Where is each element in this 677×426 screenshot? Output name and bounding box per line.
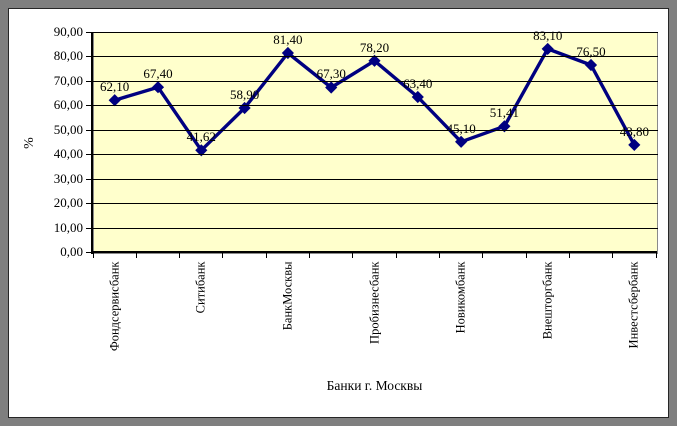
x-category-label: Фондсервисбанк xyxy=(107,261,122,351)
data-point-marker xyxy=(238,101,251,115)
x-axis-tick xyxy=(222,253,224,258)
y-axis-tick xyxy=(86,203,93,205)
y-tick-label: 80,00 xyxy=(53,48,83,64)
gridline xyxy=(93,178,658,180)
data-point-marker xyxy=(411,90,424,104)
gridline xyxy=(93,80,658,82)
x-axis-line xyxy=(91,251,657,253)
data-point-label: 58,90 xyxy=(229,87,260,103)
y-axis-tick xyxy=(86,80,93,82)
x-axis-title: Банки г. Москвы xyxy=(326,378,423,393)
x-category-label: Новикомбанк xyxy=(453,261,468,333)
y-axis-tick xyxy=(86,154,93,156)
gridline xyxy=(93,56,658,58)
y-tick-label: 30,00 xyxy=(53,170,83,186)
y-axis-tick xyxy=(86,105,93,107)
y-axis-tick xyxy=(86,56,93,58)
plot-area xyxy=(93,32,658,254)
y-tick-label: 10,00 xyxy=(53,219,83,235)
data-point-label: 83,10 xyxy=(533,27,563,43)
y-axis-tick xyxy=(86,252,93,253)
data-point-marker xyxy=(584,58,598,72)
x-axis-tick xyxy=(265,253,267,258)
x-category-label: Пробизнесбанк xyxy=(367,261,381,344)
y-tick-label: 90,00 xyxy=(53,24,83,39)
gridline xyxy=(93,105,658,107)
x-axis-tick xyxy=(525,253,527,258)
y-axis-tick xyxy=(86,32,93,33)
line-series-canvas xyxy=(108,42,641,157)
x-axis-tick xyxy=(568,253,570,258)
x-axis-tick xyxy=(92,253,94,258)
data-point-label: 81,40 xyxy=(273,32,303,48)
data-point-label: 62,10 xyxy=(100,79,130,95)
data-point-label: 51,41 xyxy=(489,105,520,121)
x-axis-tick xyxy=(135,253,137,258)
y-axis-tick xyxy=(86,178,93,180)
data-point-label: 76,50 xyxy=(576,44,606,59)
y-tick-label: 60,00 xyxy=(53,97,83,113)
y-axis-tick xyxy=(86,129,93,131)
x-category-label: Ситибанк xyxy=(193,261,208,313)
data-point-marker xyxy=(628,138,641,151)
x-category-label: БанкМосквы xyxy=(280,261,295,330)
y-tick-label: 20,00 xyxy=(53,195,83,211)
y-tick-label: 50,00 xyxy=(53,121,83,137)
y-tick-label: 40,00 xyxy=(53,146,83,162)
x-axis-tick xyxy=(655,253,657,258)
x-category-label: Внешторгбанк xyxy=(540,261,555,339)
x-axis-tick xyxy=(179,253,181,258)
y-tick-label: 70,00 xyxy=(53,72,83,88)
x-axis-tick xyxy=(395,253,397,258)
data-point-marker xyxy=(151,81,165,94)
x-axis-tick xyxy=(438,253,440,258)
data-point-label: 67,30 xyxy=(316,66,346,82)
chart-panel: % Банки г. Москвы 90,00 80,00 70,00 60,00 50… xyxy=(8,8,669,418)
data-point-label: 67,40 xyxy=(143,66,173,82)
x-axis-tick xyxy=(309,253,311,258)
gridline xyxy=(93,154,658,156)
data-point-marker xyxy=(195,144,208,157)
gridline xyxy=(93,32,658,33)
data-point-label: 78,20 xyxy=(359,39,390,55)
y-axis-tick xyxy=(86,227,93,229)
gridline xyxy=(93,129,658,131)
gridline xyxy=(93,203,658,205)
gridline xyxy=(93,227,658,229)
x-axis-tick xyxy=(482,253,484,258)
x-axis-tick xyxy=(612,253,614,258)
data-point-label: 63,40 xyxy=(403,76,433,92)
x-category-label: Инвестсбербанк xyxy=(626,261,641,348)
data-point-label: 45,10 xyxy=(446,120,476,136)
x-axis-tick xyxy=(352,253,354,258)
y-axis-line xyxy=(91,32,93,254)
y-tick-label: 0,00 xyxy=(60,244,83,259)
data-point-label: 43,80 xyxy=(619,123,649,139)
data-point-label: 41,62 xyxy=(186,129,216,145)
